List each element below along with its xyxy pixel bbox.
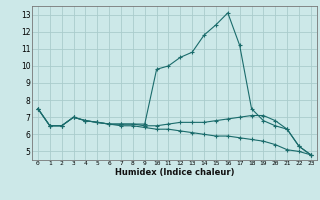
X-axis label: Humidex (Indice chaleur): Humidex (Indice chaleur) <box>115 168 234 177</box>
